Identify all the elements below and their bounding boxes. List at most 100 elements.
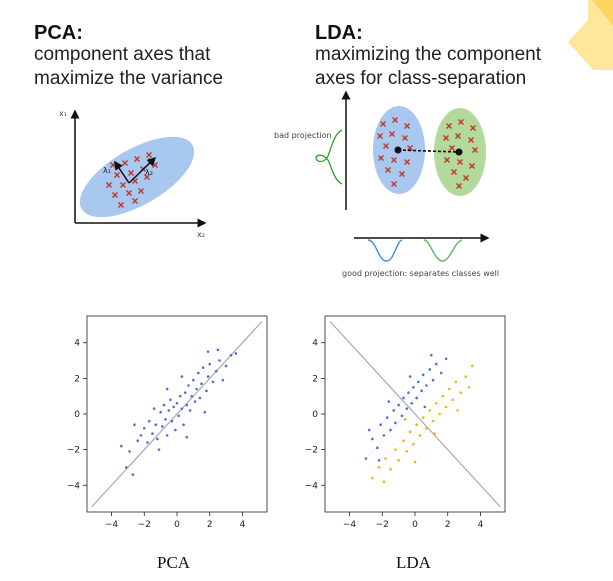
data-point xyxy=(187,384,190,387)
data-point xyxy=(178,394,182,398)
x-marker xyxy=(443,135,449,141)
data-point xyxy=(376,446,379,450)
data-point xyxy=(170,419,174,423)
data-point xyxy=(190,394,194,398)
data-point xyxy=(234,352,238,355)
data-point xyxy=(397,403,400,407)
data-point xyxy=(188,409,192,412)
projection-line xyxy=(388,393,397,402)
data-point xyxy=(421,416,425,419)
data-point xyxy=(394,448,397,451)
data-point xyxy=(157,448,161,451)
pc1-arrow xyxy=(114,160,130,184)
data-point xyxy=(394,421,397,425)
data-point xyxy=(152,407,156,410)
data-point xyxy=(206,350,210,353)
data-point xyxy=(384,457,387,460)
class-1-mean xyxy=(394,146,402,154)
data-point xyxy=(165,387,169,391)
data-point xyxy=(167,409,171,412)
data-point xyxy=(160,425,164,428)
good-projection-curve-1 xyxy=(367,239,403,262)
lda-subtitle-line-2: axes for class-separation xyxy=(315,68,527,89)
data-point xyxy=(216,348,220,352)
data-point xyxy=(403,418,407,421)
data-point xyxy=(431,419,435,423)
data-point xyxy=(412,442,415,446)
x-marker xyxy=(385,167,391,173)
data-point xyxy=(451,398,454,402)
data-point xyxy=(131,473,135,476)
x-marker xyxy=(470,125,476,131)
x-marker xyxy=(455,133,461,139)
x-tick-label: −4 xyxy=(105,520,119,530)
data-point xyxy=(182,423,185,426)
x-marker xyxy=(404,123,410,129)
data-point xyxy=(203,410,207,414)
projection-line xyxy=(429,387,470,431)
projection-line xyxy=(423,376,466,424)
data-point xyxy=(218,359,221,362)
data-point xyxy=(428,368,432,371)
good-projection-curve-2 xyxy=(423,239,463,262)
x-marker xyxy=(112,192,118,198)
data-point xyxy=(206,375,210,378)
projection-line xyxy=(372,422,424,479)
x-marker xyxy=(391,157,397,163)
x-marker xyxy=(134,156,140,162)
data-point xyxy=(195,387,198,391)
lda-scatter-chart: −4 −2 0 2 4 −4 −2 0 2 4 xyxy=(305,315,506,530)
data-point xyxy=(147,419,151,423)
data-point xyxy=(416,380,420,384)
data-point xyxy=(205,389,208,393)
pca-class-markers xyxy=(106,152,158,208)
data-point xyxy=(456,409,459,412)
data-point xyxy=(448,387,451,391)
data-point xyxy=(392,409,396,412)
x-marker xyxy=(122,160,128,166)
data-point xyxy=(420,389,423,393)
y-tick-label: 4 xyxy=(74,339,80,349)
data-point xyxy=(371,476,374,480)
x-tick-label: 0 xyxy=(174,520,180,530)
data-point xyxy=(224,364,228,368)
data-point xyxy=(389,428,392,432)
x-marker xyxy=(457,159,463,165)
y-tick-label: 2 xyxy=(312,374,318,384)
x-marker xyxy=(126,190,132,196)
x-marker xyxy=(446,123,452,129)
data-point xyxy=(400,414,404,418)
x-tick-label: −4 xyxy=(343,520,357,530)
data-point xyxy=(379,423,382,426)
data-point xyxy=(423,405,427,409)
data-point xyxy=(221,378,225,382)
lda-caption: LDA xyxy=(396,553,431,572)
data-point xyxy=(183,391,187,394)
good-projection-label: good projection: separates classes well xyxy=(342,269,499,278)
data-point xyxy=(165,434,169,437)
data-point xyxy=(397,459,400,462)
data-point xyxy=(387,400,391,403)
x-marker xyxy=(132,198,138,204)
projection-line xyxy=(407,390,422,407)
y-tick-label: −4 xyxy=(67,481,81,491)
projection-line xyxy=(390,408,411,431)
data-point xyxy=(382,434,386,437)
data-point xyxy=(201,366,205,369)
x-marker xyxy=(138,188,144,194)
x-marker xyxy=(377,133,383,139)
data-point xyxy=(425,384,428,387)
projection-line xyxy=(414,437,438,463)
data-point xyxy=(214,369,218,373)
x-marker xyxy=(118,202,124,208)
class-2-mean xyxy=(455,148,463,156)
y-tick-label: −2 xyxy=(67,446,80,456)
data-point xyxy=(124,466,128,469)
x-marker xyxy=(468,137,474,143)
x-marker xyxy=(451,169,457,175)
pc1-label: λ₁ xyxy=(103,166,111,175)
data-point xyxy=(467,385,471,389)
data-point xyxy=(133,423,136,426)
data-point xyxy=(192,378,195,382)
pca-subtitle-line-2: maximize the variance xyxy=(34,68,224,89)
